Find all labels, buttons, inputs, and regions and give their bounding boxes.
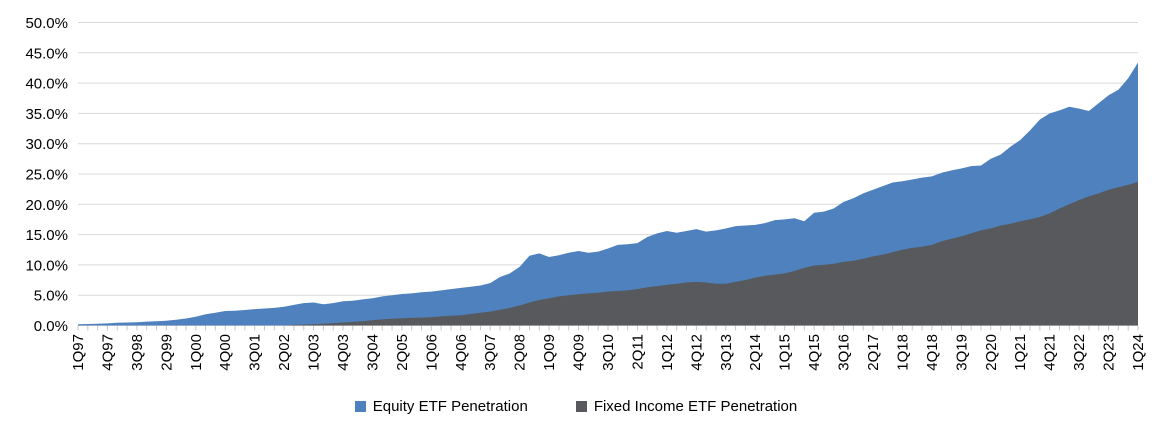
y-tick-label: 30.0% xyxy=(25,136,68,153)
y-tick-label: 35.0% xyxy=(25,106,68,123)
y-tick-label: 15.0% xyxy=(25,227,68,244)
x-tick-label: 1Q15 xyxy=(777,334,794,371)
x-tick-label: 2Q11 xyxy=(629,334,646,370)
legend-label-equity: Equity ETF Penetration xyxy=(372,398,528,415)
y-tick-label: 40.0% xyxy=(25,76,68,93)
x-tick-label: 2Q05 xyxy=(394,334,411,371)
equity-swatch xyxy=(354,401,366,412)
x-tick-label: 4Q03 xyxy=(335,334,352,371)
x-tick-label: 4Q18 xyxy=(924,334,941,371)
x-tick-label: 1Q00 xyxy=(188,334,205,371)
x-tick-label: 1Q97 xyxy=(70,334,87,371)
legend-label-fixed-income: Fixed Income ETF Penetration xyxy=(593,398,798,415)
x-tick-label: 2Q20 xyxy=(983,334,1000,371)
x-tick-label: 2Q23 xyxy=(1101,334,1118,371)
legend-item-fixed-income: Fixed Income ETF Penetration xyxy=(575,398,798,415)
area-fixed-income xyxy=(78,181,1138,326)
y-tick-label: 25.0% xyxy=(25,167,68,184)
x-tick-label: 4Q15 xyxy=(806,334,823,371)
x-tick-label: 3Q07 xyxy=(482,334,499,371)
x-tick-label: 3Q16 xyxy=(836,334,853,371)
y-tick-label: 20.0% xyxy=(25,197,68,214)
x-tick-label: 4Q09 xyxy=(571,334,588,371)
x-tick-label: 3Q13 xyxy=(718,334,735,371)
x-tick-label: 1Q12 xyxy=(659,334,676,371)
x-tick-label: 4Q97 xyxy=(99,334,116,371)
y-tick-label: 50.0% xyxy=(25,15,68,32)
x-tick-label: 3Q01 xyxy=(247,334,264,371)
x-tick-label: 4Q21 xyxy=(1042,334,1059,371)
x-tick-label: 1Q18 xyxy=(894,334,911,371)
fixed-income-swatch xyxy=(575,401,587,412)
x-tick-label: 2Q99 xyxy=(158,334,175,371)
x-tick-label: 1Q24 xyxy=(1130,334,1147,371)
y-tick-label: 0.0% xyxy=(34,318,68,335)
x-tick-label: 1Q21 xyxy=(1012,334,1029,371)
x-tick-label: 3Q22 xyxy=(1071,334,1088,371)
y-tick-label: 10.0% xyxy=(25,257,68,274)
x-tick-label: 3Q98 xyxy=(129,334,146,371)
x-tick-label: 2Q02 xyxy=(276,334,293,371)
y-tick-label: 5.0% xyxy=(34,288,68,305)
x-tick-label: 4Q06 xyxy=(453,334,470,371)
x-tick-label: 2Q17 xyxy=(865,334,882,371)
x-tick-label: 4Q12 xyxy=(688,334,705,371)
x-tick-label: 1Q09 xyxy=(541,334,558,371)
legend: Equity ETF Penetration Fixed Income ETF … xyxy=(0,398,1152,415)
x-tick-label: 1Q06 xyxy=(423,334,440,371)
x-tick-label: 2Q14 xyxy=(747,334,764,371)
x-tick-label: 3Q04 xyxy=(364,334,381,371)
legend-item-equity: Equity ETF Penetration xyxy=(354,398,528,415)
x-tick-label: 4Q00 xyxy=(217,334,234,371)
y-tick-label: 45.0% xyxy=(25,45,68,62)
x-tick-label: 3Q10 xyxy=(600,334,617,371)
x-tick-label: 2Q08 xyxy=(512,334,529,371)
x-tick-label: 1Q03 xyxy=(306,334,323,371)
chart-svg: 0.0% 5.0% 10.0% 15.0% 20.0% 25.0% 30.0% 35.0% 40… xyxy=(25,15,1147,371)
x-tick-label: 3Q19 xyxy=(953,334,970,371)
